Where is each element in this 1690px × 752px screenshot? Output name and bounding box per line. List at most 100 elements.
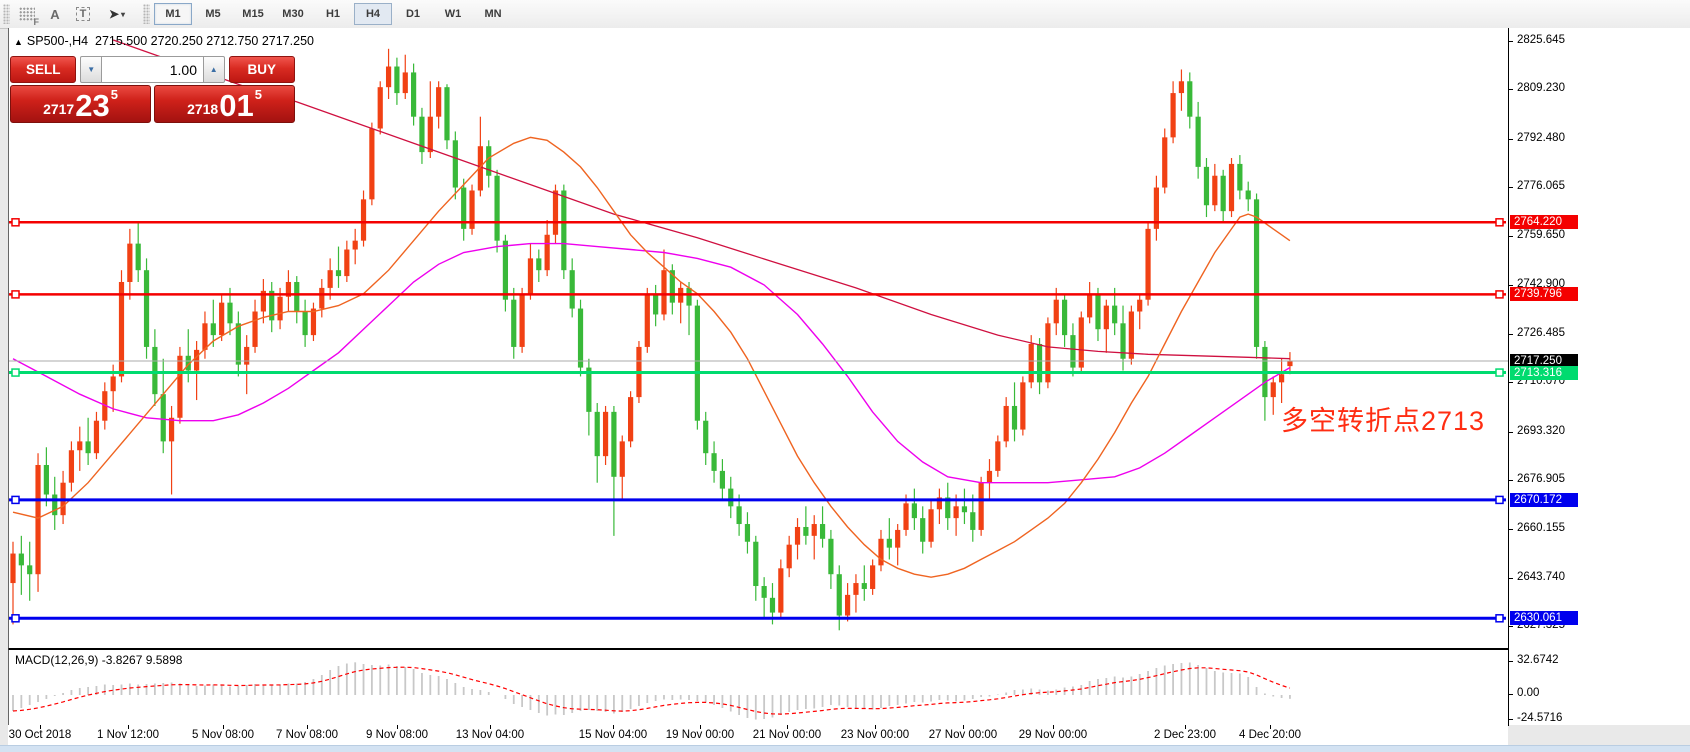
bull-candle [219, 302, 225, 336]
bear-candle [486, 146, 492, 176]
window-bottom-edge [0, 745, 1690, 752]
ma-slow-line [112, 39, 1290, 360]
bear-candle [586, 367, 592, 412]
hline-handle[interactable] [1495, 368, 1504, 377]
ask-price-box[interactable]: 2718 01 5 [154, 85, 295, 123]
bear-candle [1011, 405, 1018, 430]
bull-candle [1178, 81, 1185, 94]
time-tick-mark [1270, 725, 1271, 729]
chart-title: ▲ SP500-,H4 2715.500 2720.250 2712.750 27… [14, 34, 314, 48]
bull-candle [1278, 374, 1285, 383]
sell-button[interactable]: SELL [10, 56, 77, 83]
price-tick-mark [1509, 187, 1513, 189]
bull-candle [1087, 293, 1093, 318]
bull-candle [1137, 299, 1143, 312]
time-tick-mark [397, 725, 398, 729]
timeframe-button-h4[interactable]: H4 [354, 3, 392, 25]
label-t-icon[interactable]: T [71, 3, 95, 25]
bear-candle [302, 311, 308, 336]
bid-pips: 23 [75, 88, 110, 123]
hline-price-label-pivot-green: 2713.316 [1510, 365, 1578, 380]
price-tick-label: 2776.065 [1517, 180, 1565, 193]
bear-candle [52, 494, 58, 516]
bear-candle [569, 270, 575, 309]
bear-candle [703, 420, 709, 454]
timeframe-button-m15[interactable]: M15 [242, 8, 264, 20]
bull-candle [385, 66, 392, 88]
bull-candle [853, 583, 859, 595]
hline-handle[interactable] [1495, 614, 1504, 623]
current-price-label: 2717.250 [1510, 353, 1578, 368]
hline-handle[interactable] [11, 290, 20, 299]
hline-handle[interactable] [11, 218, 20, 227]
toolbar-grip-2[interactable] [143, 4, 150, 24]
time-tick-label: 5 Nov 08:00 [191, 729, 255, 741]
collapse-triangle-icon[interactable]: ▲ [14, 37, 23, 47]
bear-candle [920, 518, 926, 542]
bear-candle [143, 270, 150, 347]
bull-candle [1128, 311, 1134, 359]
ask-whole: 2718 [187, 101, 219, 117]
ask-pipette: 5 [254, 87, 262, 102]
bear-candle [669, 270, 675, 303]
timeframe-button-w1[interactable]: W1 [444, 8, 462, 20]
hline-handle[interactable] [1495, 290, 1504, 299]
price-axis[interactable]: 2825.645 2809.230 2792.480 2776.065 2759.650… [1508, 28, 1690, 725]
bear-candle [419, 116, 425, 153]
bull-candle [552, 190, 559, 235]
bull-candle [319, 287, 325, 309]
hline-handle[interactable] [1495, 495, 1504, 505]
bid-price-box[interactable]: 2717 23 5 [10, 85, 151, 123]
bull-candle [402, 72, 408, 94]
price-tick-mark [1509, 235, 1513, 237]
bull-candle [628, 397, 634, 442]
expert-grid-f-icon[interactable]: F [15, 3, 39, 27]
hline-handle[interactable] [1495, 218, 1504, 227]
bull-candle [845, 594, 851, 616]
bear-candle [1061, 299, 1068, 336]
bull-candle [310, 308, 317, 336]
volume-input[interactable] [102, 56, 203, 83]
bull-candle [619, 441, 625, 477]
bull-candle [1162, 137, 1168, 188]
bear-candle [27, 565, 33, 575]
timeframe-button-m5[interactable]: M5 [205, 8, 221, 20]
main-chart-area[interactable] [8, 28, 1509, 649]
chart-text-annotation[interactable]: 多空转折点2713 [1281, 406, 1486, 436]
timeframe-button-m30[interactable]: M30 [282, 8, 304, 20]
bull-candle [1212, 175, 1218, 206]
volume-decrease-button[interactable]: ▼ [80, 56, 102, 83]
bear-candle [961, 506, 968, 513]
volume-increase-button[interactable]: ▲ [203, 56, 225, 83]
hline-handle[interactable] [11, 614, 20, 623]
bull-candle [68, 450, 75, 483]
timeframe-button-mn[interactable]: MN [484, 8, 502, 20]
text-a-icon[interactable]: A [50, 6, 60, 22]
time-tick-mark [787, 725, 788, 729]
macd-indicator-panel[interactable]: MACD(12,26,9) -3.8267 9.5898 [8, 649, 1509, 726]
hline-handle[interactable] [11, 368, 20, 377]
bull-candle [936, 497, 943, 510]
hline-handle[interactable] [11, 495, 20, 505]
bull-candle [978, 482, 984, 530]
bear-candle [769, 597, 776, 613]
time-tick-label: 19 Nov 00:00 [665, 729, 735, 741]
buy-button[interactable]: BUY [228, 56, 295, 83]
timeframe-button-d1[interactable]: D1 [405, 8, 421, 20]
bull-candle [1103, 305, 1109, 330]
shapes-arrow-icon[interactable]: ➤ ▾ [108, 7, 126, 21]
time-axis[interactable]: 30 Oct 2018 1 Nov 12:00 5 Nov 08:00 7 Nov 0… [8, 725, 1508, 745]
bear-candle [561, 190, 567, 271]
bear-candle [861, 583, 867, 589]
bear-candle [694, 305, 700, 421]
bear-candle [235, 323, 241, 365]
bull-candle [168, 417, 175, 442]
dropdown-caret-icon[interactable]: ▾ [121, 9, 126, 19]
toolbar-grip[interactable] [3, 4, 10, 24]
time-tick-label: 27 Nov 00:00 [928, 729, 998, 741]
bull-candle [369, 128, 375, 200]
time-tick-mark [490, 725, 491, 729]
timeframe-button-m1[interactable]: M1 [154, 3, 192, 25]
ohlc-values: 2715.500 2720.250 2712.750 2717.250 [95, 34, 314, 48]
timeframe-button-h1[interactable]: H1 [325, 8, 341, 20]
